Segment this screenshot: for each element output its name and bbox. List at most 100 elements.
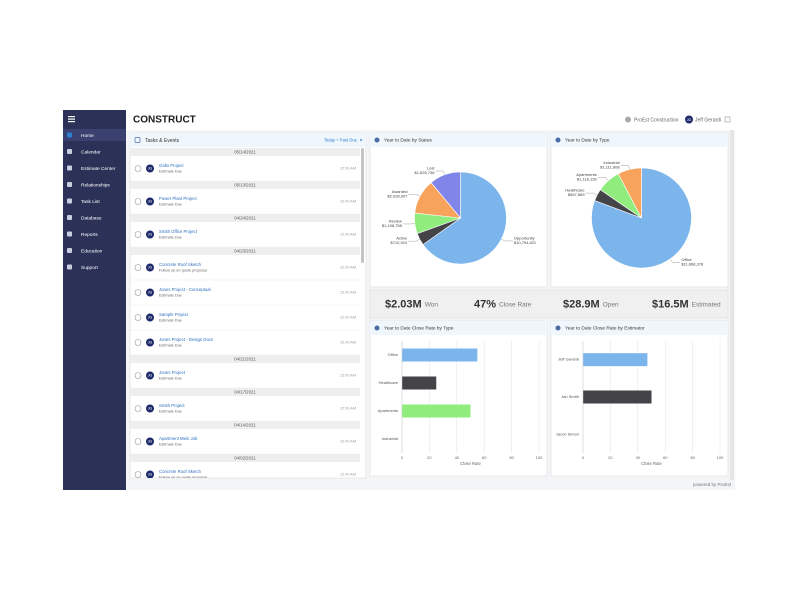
tasks-title: Tasks & Events xyxy=(145,138,180,144)
task-title[interactable]: Jones Project - Conceptual xyxy=(159,287,211,292)
task-time: 12:00 AM xyxy=(340,473,356,477)
nav-item[interactable]: Task List xyxy=(81,199,100,205)
x-tick-label: 0 xyxy=(582,455,585,460)
date: 04/17/2021 xyxy=(234,389,256,394)
x-axis-label: Close Rate xyxy=(460,461,481,466)
task-subtitle: Estimate Due xyxy=(159,343,182,347)
x-tick-label: 20 xyxy=(608,455,613,460)
slice-label: Active xyxy=(396,236,408,241)
task-title[interactable]: Apartment Mein Job xyxy=(159,436,198,441)
task-time: 12:00 AM xyxy=(340,341,356,345)
x-tick-label: 80 xyxy=(509,455,514,460)
task-title[interactable]: Gallo Project xyxy=(159,163,184,168)
task-icon xyxy=(134,314,142,321)
nav-item[interactable]: Education xyxy=(81,248,103,254)
kpi-strip xyxy=(369,289,729,319)
avatar-initials: JG xyxy=(148,473,153,477)
tasks-header xyxy=(130,133,366,147)
avatar-initials: JG xyxy=(148,407,153,411)
date-header xyxy=(130,148,360,156)
y-tick-label: Apartments xyxy=(378,408,398,413)
tasks-filter[interactable]: Today + Past Due xyxy=(324,138,358,143)
chart-title: Year to Date by Status xyxy=(384,138,432,144)
avatar xyxy=(146,338,154,347)
company-name[interactable]: ProEst Construction xyxy=(634,117,679,123)
date: 04/21/2021 xyxy=(234,356,256,361)
date-header xyxy=(130,355,360,363)
slice-label: Healthcare xyxy=(565,188,585,193)
sidebar xyxy=(63,110,126,490)
fullscreen-icon[interactable] xyxy=(724,116,731,123)
leader-line xyxy=(501,238,513,242)
pie-slice[interactable] xyxy=(430,171,461,219)
task-time: 12:00 AM xyxy=(340,407,356,411)
nav-item[interactable]: Calendar xyxy=(81,149,101,155)
task-title[interactable]: Jones Project - Design Docs xyxy=(159,337,213,342)
bar[interactable] xyxy=(402,348,478,362)
task-subtitle: Follow up on quote proposal xyxy=(159,268,207,272)
user-avatar[interactable] xyxy=(685,115,693,124)
tasks-scrollbar[interactable] xyxy=(361,148,364,263)
avatar-initials: JG xyxy=(148,374,153,378)
date: 04/24/2021 xyxy=(234,215,256,220)
nav-item[interactable]: Relationships xyxy=(81,182,110,188)
avatar-initials: JG xyxy=(148,341,153,345)
date: 05/13/2021 xyxy=(234,182,256,187)
footer: powered by ProEst xyxy=(693,482,732,487)
task-icon xyxy=(134,165,142,172)
slice-label: Industrial xyxy=(603,160,619,165)
logo: CONSTRUCT xyxy=(133,115,196,126)
task-title[interactable]: Concrete Roof Sketch xyxy=(159,469,202,474)
bar[interactable] xyxy=(583,353,648,367)
pie-slice[interactable] xyxy=(591,167,692,269)
task-time: 12:00 AM xyxy=(340,291,356,295)
y-tick-label: Jan Smith xyxy=(561,394,579,399)
avatar-initials: JG xyxy=(148,167,153,171)
filter-caret[interactable]: ▾ xyxy=(360,138,363,143)
task-title[interactable]: Smith Project xyxy=(159,403,185,408)
task-subtitle: Estimate Due xyxy=(159,235,182,239)
nav-icon xyxy=(67,215,72,220)
chart-icon xyxy=(555,325,561,331)
leader-line xyxy=(408,239,420,242)
date-header xyxy=(130,181,360,189)
user-name[interactable]: Jeff Gerardi xyxy=(695,117,721,123)
nav-item[interactable]: Database xyxy=(81,215,102,221)
date-header xyxy=(130,421,360,429)
avatar xyxy=(146,437,154,446)
task-title[interactable]: Sample Project xyxy=(159,312,189,317)
nav-icon xyxy=(67,149,72,154)
slice-value: $11,668,378 xyxy=(681,261,704,266)
leader-line xyxy=(597,177,609,181)
bar[interactable] xyxy=(402,376,437,390)
task-subtitle: Estimate Due xyxy=(159,293,182,297)
pie-slice[interactable] xyxy=(617,167,642,219)
task-title[interactable]: Power Plant Project xyxy=(159,196,198,201)
task-title[interactable]: Concrete Roof Sketch xyxy=(159,262,202,267)
task-icon xyxy=(134,405,142,412)
nav-icon xyxy=(67,182,72,187)
nav-item[interactable]: Estimate Center xyxy=(81,166,116,172)
x-axis-label: Close Rate xyxy=(641,461,662,466)
avatar xyxy=(146,230,154,239)
bar[interactable] xyxy=(402,404,471,418)
charts: Year to Date by Status Opportunity$10,794… xyxy=(369,132,729,477)
date-header xyxy=(130,454,360,462)
nav-item[interactable]: Reports xyxy=(81,232,98,238)
task-title[interactable]: Jones Project xyxy=(159,370,186,375)
kpi-value: $2.03M xyxy=(385,298,422,310)
bar[interactable] xyxy=(583,390,652,404)
nav-item[interactable]: Home xyxy=(81,133,94,139)
task-title[interactable]: Smith Office Project xyxy=(159,229,198,234)
avatar-initials: JG xyxy=(148,266,153,270)
menu-icon[interactable] xyxy=(68,116,75,123)
kpi-label: Estimated xyxy=(692,302,721,309)
avatar xyxy=(146,404,154,413)
slice-label: Office xyxy=(681,257,692,262)
nav-icon xyxy=(67,248,72,253)
nav-item[interactable]: Support xyxy=(81,265,98,271)
nav-icon xyxy=(67,132,72,138)
task-icon xyxy=(134,231,142,238)
